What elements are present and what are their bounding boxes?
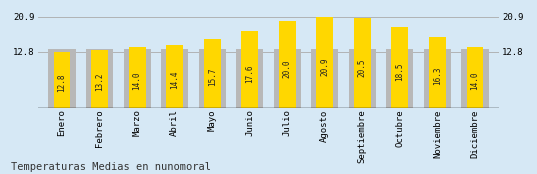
Text: 17.6: 17.6 [245, 64, 254, 82]
Text: 20.0: 20.0 [283, 59, 292, 78]
Bar [424, 49, 451, 108]
Bar [354, 18, 371, 108]
Bar [204, 39, 221, 108]
Text: 20.9: 20.9 [320, 58, 329, 76]
Bar [129, 47, 146, 108]
Bar [316, 17, 333, 108]
Bar [166, 45, 183, 108]
Bar [391, 27, 408, 108]
Bar [124, 49, 150, 108]
Text: 15.7: 15.7 [208, 68, 217, 86]
Bar [274, 49, 301, 108]
Text: 16.3: 16.3 [433, 67, 442, 85]
Text: 18.5: 18.5 [395, 62, 404, 81]
Bar [241, 31, 258, 108]
Bar [279, 21, 296, 108]
Bar [429, 37, 446, 108]
Bar [349, 49, 376, 108]
Bar [54, 52, 70, 108]
Bar [467, 47, 483, 108]
Bar [236, 49, 263, 108]
Text: 14.4: 14.4 [170, 70, 179, 89]
Text: 14.0: 14.0 [470, 71, 480, 90]
Bar [91, 50, 108, 108]
Bar [199, 49, 226, 108]
Text: 13.2: 13.2 [95, 73, 104, 91]
Text: 20.5: 20.5 [358, 58, 367, 77]
Bar [461, 49, 489, 108]
Bar [86, 49, 113, 108]
Text: 14.0: 14.0 [133, 71, 142, 90]
Bar [311, 49, 338, 108]
Bar [48, 49, 76, 108]
Text: 12.8: 12.8 [57, 73, 67, 92]
Text: Temperaturas Medias en nunomoral: Temperaturas Medias en nunomoral [11, 162, 211, 172]
Bar [161, 49, 188, 108]
Bar [387, 49, 413, 108]
